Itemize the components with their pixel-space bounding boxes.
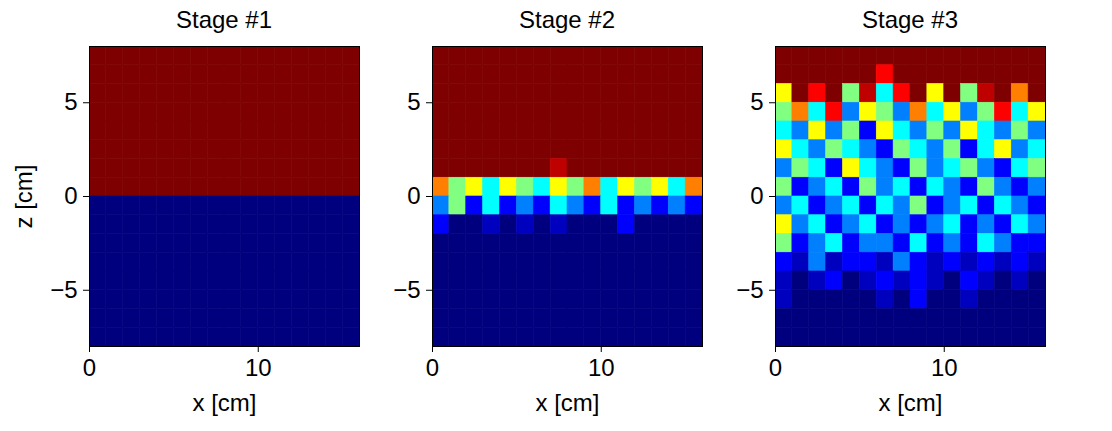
svg-text:−5: −5 xyxy=(50,276,77,303)
svg-text:x [cm]: x [cm] xyxy=(536,389,600,416)
svg-text:0: 0 xyxy=(426,354,439,381)
svg-text:0: 0 xyxy=(407,182,420,209)
svg-text:10: 10 xyxy=(588,354,615,381)
svg-text:−5: −5 xyxy=(736,276,763,303)
svg-text:5: 5 xyxy=(750,88,763,115)
svg-text:−5: −5 xyxy=(393,276,420,303)
svg-text:z [cm]: z [cm] xyxy=(10,165,37,229)
svg-text:x [cm]: x [cm] xyxy=(879,389,943,416)
svg-text:10: 10 xyxy=(931,354,958,381)
svg-text:10: 10 xyxy=(245,354,272,381)
svg-text:0: 0 xyxy=(750,182,763,209)
html-text:Stage #1: Stage #1 xyxy=(176,6,272,33)
svg-text:5: 5 xyxy=(64,88,77,115)
svg-text:5: 5 xyxy=(407,88,420,115)
html-text:Stage #2: Stage #2 xyxy=(519,6,615,33)
svg-text:x [cm]: x [cm] xyxy=(193,389,257,416)
svg-text:0: 0 xyxy=(769,354,782,381)
svg-text:0: 0 xyxy=(83,354,96,381)
html-text:Stage #3: Stage #3 xyxy=(862,6,958,33)
svg-text:0: 0 xyxy=(64,182,77,209)
